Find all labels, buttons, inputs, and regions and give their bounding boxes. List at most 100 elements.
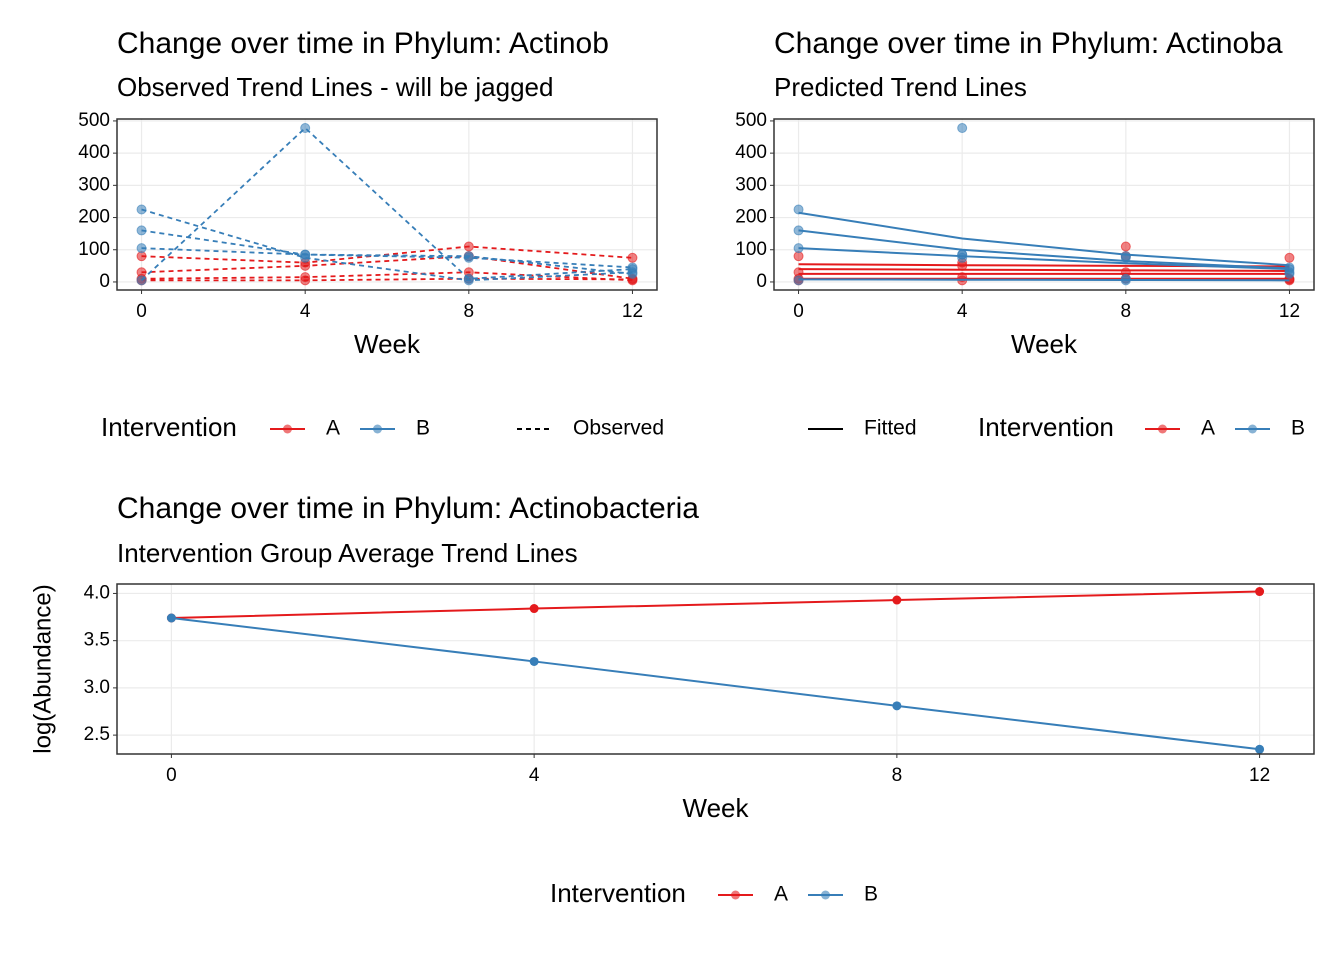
- point: [463, 251, 474, 262]
- observed-line: [141, 255, 633, 280]
- point: [1284, 252, 1295, 263]
- point: [957, 249, 968, 260]
- y-tick-label: 0: [99, 271, 110, 292]
- x-tick-label: 8: [1121, 301, 1132, 322]
- y-tick-label: 100: [735, 239, 767, 260]
- fitted-line: [798, 211, 1290, 267]
- x-tick-label: 4: [300, 301, 311, 322]
- chart-title: Change over time in Phylum: Actinob: [117, 27, 609, 60]
- point: [793, 275, 804, 286]
- chart-subtitle: Predicted Trend Lines: [774, 72, 1027, 102]
- legend-label: B: [1291, 417, 1305, 440]
- point: [1255, 744, 1265, 754]
- point: [892, 701, 902, 711]
- legend-label: A: [774, 883, 788, 906]
- observed-line: [141, 247, 633, 275]
- point: [627, 268, 638, 279]
- point: [136, 243, 147, 254]
- point: [627, 252, 638, 263]
- y-tick-label: 300: [735, 174, 767, 195]
- y-tick-label: 200: [78, 207, 110, 228]
- y-tick-label: 400: [735, 142, 767, 163]
- chart-subtitle: Intervention Group Average Trend Lines: [117, 538, 578, 568]
- plot-border: [773, 118, 1315, 291]
- legend-key: [283, 424, 292, 434]
- x-tick-label: 0: [166, 765, 177, 786]
- legend-label: Observed: [573, 417, 664, 440]
- point: [300, 249, 311, 260]
- average-line: [171, 590, 1260, 619]
- fitted-line: [798, 268, 1290, 272]
- fitted-line: [798, 247, 1290, 271]
- plot-border: [116, 583, 1315, 755]
- legend-key: [373, 424, 382, 434]
- chart-title: Change over time in Phylum: Actinobacter…: [117, 492, 699, 525]
- x-tick-label: 4: [529, 765, 540, 786]
- x-axis-title: Week: [1011, 329, 1078, 359]
- y-axis-title: log(Abundance): [29, 584, 56, 753]
- observed-line: [140, 126, 633, 281]
- legend-key: [1158, 424, 1167, 434]
- legend-key: [1248, 424, 1257, 434]
- point: [793, 243, 804, 254]
- legend-label: A: [326, 417, 340, 440]
- x-tick-label: 8: [892, 765, 903, 786]
- y-tick-label: 300: [78, 174, 110, 195]
- fitted-line: [798, 278, 1290, 282]
- legend-label: B: [416, 417, 430, 440]
- legend-label: Fitted: [864, 417, 917, 440]
- average-line: [171, 617, 1260, 751]
- point: [136, 275, 147, 286]
- legend-title: Intervention: [550, 878, 686, 908]
- point: [300, 123, 311, 134]
- point: [793, 225, 804, 236]
- point: [529, 656, 539, 666]
- x-axis-title: Week: [683, 793, 750, 823]
- point: [892, 595, 902, 605]
- point: [1120, 273, 1131, 284]
- y-tick-label: 500: [78, 110, 110, 131]
- point: [1120, 241, 1131, 252]
- observed-line: [141, 208, 633, 282]
- point: [1255, 587, 1265, 597]
- observed-line: [141, 277, 633, 282]
- y-tick-label: 4.0: [84, 582, 110, 603]
- legend-title: Intervention: [101, 412, 237, 442]
- point: [1120, 251, 1131, 262]
- legend-label: A: [1201, 417, 1215, 440]
- y-tick-label: 500: [735, 110, 767, 131]
- point: [957, 123, 968, 134]
- x-tick-label: 12: [622, 301, 643, 322]
- y-tick-label: 3.0: [84, 677, 110, 698]
- y-tick-label: 2.5: [84, 724, 110, 745]
- y-tick-label: 0: [756, 271, 767, 292]
- legend-title: Intervention: [978, 412, 1114, 442]
- x-axis-title: Week: [354, 329, 421, 359]
- point: [463, 241, 474, 252]
- point: [136, 225, 147, 236]
- y-tick-label: 400: [78, 142, 110, 163]
- point: [529, 604, 539, 614]
- x-tick-label: 8: [464, 301, 475, 322]
- point: [300, 275, 311, 286]
- x-tick-label: 4: [957, 301, 968, 322]
- legend-key: [821, 890, 830, 900]
- point: [166, 613, 176, 623]
- chart-title: Change over time in Phylum: Actinoba: [774, 27, 1283, 60]
- point: [1284, 268, 1295, 279]
- point: [463, 273, 474, 284]
- y-tick-label: 200: [735, 207, 767, 228]
- point: [136, 204, 147, 215]
- legend-label: B: [864, 883, 878, 906]
- legend-key: [731, 890, 740, 900]
- plot-border: [116, 118, 658, 291]
- plot-background: [117, 584, 1314, 754]
- x-tick-label: 12: [1249, 765, 1270, 786]
- point: [793, 204, 804, 215]
- chart-subtitle: Observed Trend Lines - will be jagged: [117, 72, 553, 102]
- x-tick-label: 0: [793, 301, 804, 322]
- x-tick-label: 12: [1279, 301, 1300, 322]
- x-tick-label: 0: [136, 301, 147, 322]
